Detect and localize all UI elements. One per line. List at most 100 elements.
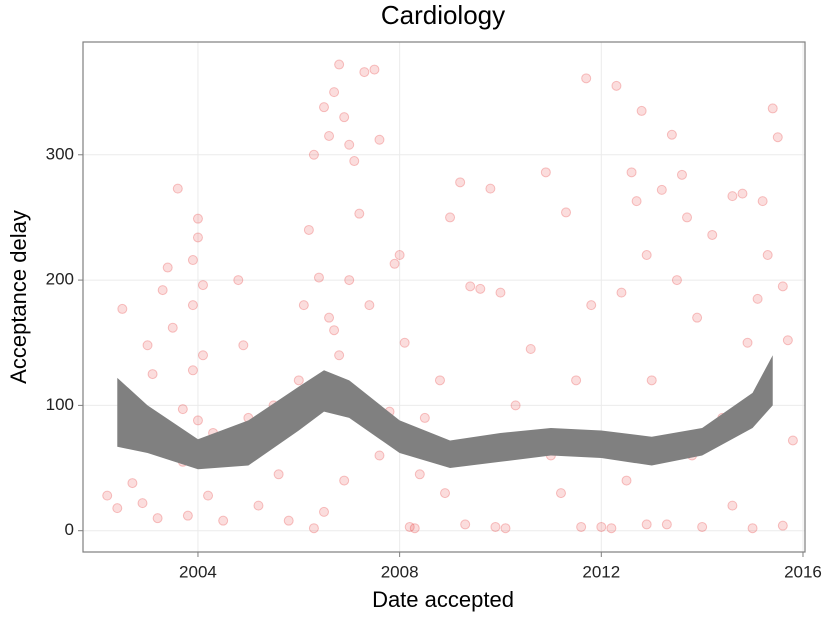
point xyxy=(324,130,335,141)
plot-border xyxy=(82,41,806,553)
y-tick-label: 300 xyxy=(46,144,74,163)
point xyxy=(394,250,405,261)
point xyxy=(455,177,466,188)
y-tick-label: 0 xyxy=(65,520,74,539)
point xyxy=(203,490,214,501)
point xyxy=(636,105,647,116)
point xyxy=(485,183,496,194)
point xyxy=(495,287,506,298)
point xyxy=(782,335,793,346)
x-axis-label: Date accepted xyxy=(372,587,514,612)
point xyxy=(137,498,148,509)
point xyxy=(419,412,430,423)
point xyxy=(187,300,198,311)
point xyxy=(611,80,622,91)
point xyxy=(218,515,229,526)
point xyxy=(586,300,597,311)
point xyxy=(364,300,375,311)
y-tick-label: 200 xyxy=(46,270,74,289)
point xyxy=(561,207,572,218)
point xyxy=(641,250,652,261)
point xyxy=(162,262,173,273)
point xyxy=(727,191,738,202)
point xyxy=(777,520,788,531)
point xyxy=(626,167,637,178)
x-tick-label: 2004 xyxy=(179,562,217,581)
point xyxy=(571,375,582,386)
point xyxy=(445,212,456,223)
point xyxy=(576,521,587,532)
point xyxy=(661,519,672,530)
point xyxy=(152,513,163,524)
point xyxy=(339,112,350,123)
point xyxy=(177,404,188,415)
point xyxy=(319,102,330,113)
point xyxy=(117,303,128,314)
point xyxy=(233,275,244,286)
y-axis-label: Acceptance delay xyxy=(6,210,31,384)
point xyxy=(197,350,208,361)
point xyxy=(666,129,677,140)
point xyxy=(192,415,203,426)
point xyxy=(414,469,425,480)
point xyxy=(596,521,607,532)
point xyxy=(329,325,340,336)
point xyxy=(676,169,687,180)
point xyxy=(540,167,551,178)
point xyxy=(737,188,748,199)
point xyxy=(167,322,178,333)
point xyxy=(641,519,652,530)
point xyxy=(127,478,138,489)
point xyxy=(334,59,345,70)
point xyxy=(671,275,682,286)
point xyxy=(192,232,203,243)
point xyxy=(606,523,617,534)
point xyxy=(319,506,330,517)
point xyxy=(692,312,703,323)
point xyxy=(187,255,198,266)
point xyxy=(707,229,718,240)
point xyxy=(475,283,486,294)
point xyxy=(787,435,798,446)
point xyxy=(646,375,657,386)
point xyxy=(581,73,592,84)
x-tick-label: 2012 xyxy=(582,562,620,581)
point xyxy=(374,450,385,461)
point xyxy=(434,375,445,386)
x-tick-label: 2008 xyxy=(381,562,419,581)
point xyxy=(157,285,168,296)
point xyxy=(329,87,340,98)
point xyxy=(359,67,370,78)
point xyxy=(525,344,536,355)
point xyxy=(283,515,294,526)
point xyxy=(389,258,400,269)
point xyxy=(308,149,319,160)
point xyxy=(344,275,355,286)
point xyxy=(324,312,335,323)
point xyxy=(399,337,410,348)
point xyxy=(460,519,471,530)
point xyxy=(354,208,365,219)
point xyxy=(772,132,783,143)
point xyxy=(621,475,632,486)
point xyxy=(500,523,511,534)
point xyxy=(510,400,521,411)
point xyxy=(192,213,203,224)
point xyxy=(273,469,284,480)
point xyxy=(555,488,566,499)
point xyxy=(112,503,123,514)
smooth-band xyxy=(117,355,773,470)
chart-title: Cardiology xyxy=(381,0,505,30)
point xyxy=(182,510,193,521)
point xyxy=(656,184,667,195)
point xyxy=(616,287,627,298)
plot-background xyxy=(83,42,805,552)
point xyxy=(344,139,355,150)
point xyxy=(349,156,360,167)
point xyxy=(409,523,420,534)
point xyxy=(293,375,304,386)
x-tick-label: 2016 xyxy=(784,562,822,581)
point xyxy=(339,475,350,486)
point xyxy=(334,350,345,361)
point xyxy=(313,272,324,283)
